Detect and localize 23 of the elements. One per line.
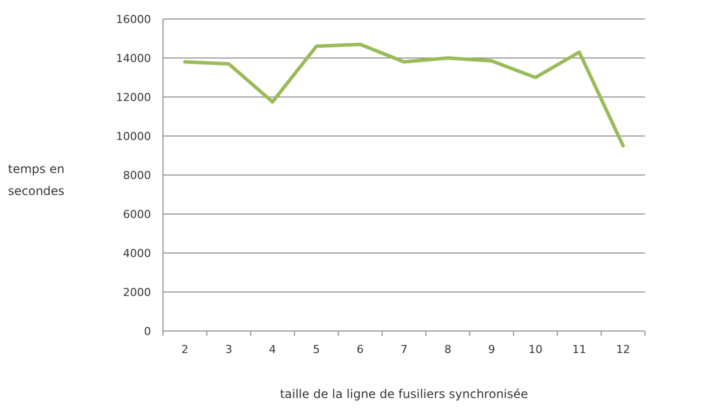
y-tick-label: 10000: [116, 130, 151, 143]
y-tick-label: 16000: [116, 12, 151, 26]
x-tick-label: 4: [269, 343, 276, 356]
y-tick-label: 6000: [123, 208, 151, 221]
y-tick-label: 12000: [116, 90, 151, 104]
y-tick-label: 0: [144, 324, 151, 338]
x-tick-label: 5: [312, 343, 320, 356]
y-tick-label: 8000: [123, 168, 151, 182]
x-tick-label: 6: [356, 343, 364, 356]
x-axis-title: taille de la ligne de fusiliers synchronisée: [280, 387, 528, 401]
y-tick-label: 14000: [116, 52, 151, 65]
y-tick-label: 4000: [123, 246, 151, 260]
y-axis-title: temps en secondes: [8, 162, 64, 198]
x-tick-label: 12: [616, 343, 630, 356]
x-tick-label: 8: [444, 343, 452, 356]
x-tick-label: 2: [181, 343, 188, 356]
line-series: [183, 42, 625, 148]
x-tick-label: 11: [572, 343, 586, 356]
x-tick-label: 7: [400, 343, 408, 356]
x-tick-label: 3: [225, 343, 232, 356]
x-tick-label: 9: [488, 343, 496, 356]
x-tick-label: 10: [528, 343, 542, 356]
y-tick-label: 2000: [123, 286, 151, 299]
